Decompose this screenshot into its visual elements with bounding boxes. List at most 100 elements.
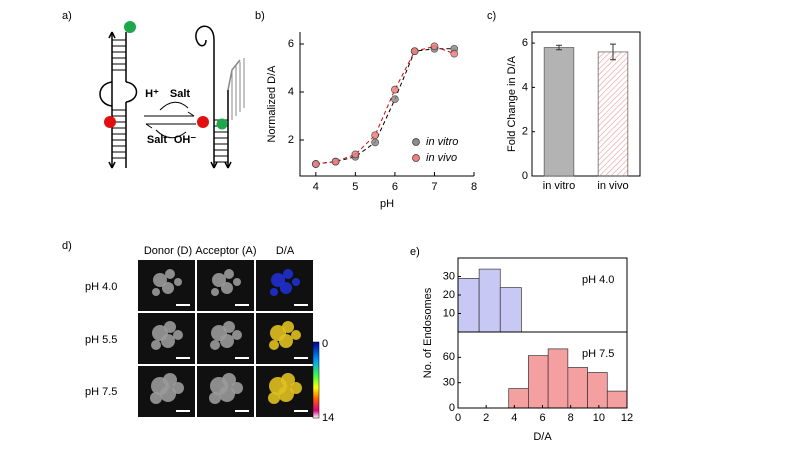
x-tick-label: in vitro [543,180,575,192]
colorbar-label: 14 [322,412,334,424]
endosome [162,282,174,294]
bar [597,51,629,177]
panel-label: c) [487,10,496,22]
legend-marker [412,138,420,146]
panel-label: a) [62,10,72,22]
error-bar [556,44,562,51]
panel-label: e) [410,246,420,258]
point [391,85,399,94]
dna-diagram [99,25,245,169]
endosome [221,282,233,294]
x-tick-label: 5 [352,181,358,193]
endosome [209,392,221,404]
y-tick-label: 2 [288,134,294,146]
fluorophore-acceptor [197,116,209,128]
endosome [152,288,160,296]
endosome [174,278,182,286]
endosome [268,392,280,404]
fluorophore-donor [124,21,136,33]
endosome [232,330,242,340]
diagram-label: OH⁻ [174,134,197,146]
point [430,42,439,51]
endosome [278,386,294,402]
endosome [212,273,226,287]
point [410,47,419,56]
x-tick-label: 2 [483,412,489,424]
diagram-label: Salt [147,134,168,146]
histogram-bar [457,278,480,333]
legend-label: in vitro [426,136,458,148]
endosome [291,330,301,340]
annotation: pH 7.5 [582,348,614,360]
x-tick-label: 0 [455,412,461,424]
y-tick-label: 20 [443,289,455,301]
micrographs [138,260,313,417]
histogram-bar [587,372,608,409]
y-tick-label: 2 [522,126,528,138]
endosome [219,386,235,402]
endosome [150,392,162,404]
y-tick-label: 6 [522,37,528,49]
legend-label: in vivo [426,152,457,164]
x-tick-label: 10 [593,412,605,424]
x-tick-label: 4 [313,181,319,193]
endosome [160,386,176,402]
point [450,49,459,58]
x-axis-label: D/A [533,431,552,443]
endosome [223,321,235,333]
endosome [290,382,302,394]
annotation: pH 4.0 [582,274,614,286]
endosome [280,282,292,294]
fluorophore-donor [216,118,228,130]
panel-label: b) [255,10,265,22]
y-tick-label: 0 [449,402,455,414]
x-tick-label: 7 [431,181,437,193]
histogram-bar [499,287,522,333]
y-tick-label: 60 [443,351,455,363]
endosome [281,373,295,387]
endosome [172,382,184,394]
x-tick-label: 6 [392,181,398,193]
y-tick-label: 4 [288,86,294,98]
y-axis-label: Fold Change in D/A [506,55,518,152]
endosome [222,373,236,387]
panel-label: d) [62,240,72,252]
x-tick-label: in vivo [597,180,628,192]
image-column: D/A [276,245,295,257]
endosome [173,330,183,340]
colorbar [312,341,320,419]
y-tick-label: 30 [443,377,455,389]
point [331,157,340,166]
x-axis-label: pH [380,198,394,210]
axis [299,32,474,177]
image-row: pH 5.5 [85,334,117,346]
endosome [163,373,177,387]
legend-marker [412,154,420,162]
y-tick-label: 6 [288,38,294,50]
endosome [292,278,300,286]
histogram-bar [606,390,628,409]
histogram-bar [508,388,529,409]
endosome [224,269,234,279]
image-column: Donor (D) [144,245,192,257]
endosome [233,278,241,286]
point [351,150,360,159]
error-bar [610,43,616,61]
endosome [283,269,293,279]
endosome [165,269,175,279]
y-tick-label: 4 [522,81,528,93]
x-tick-label: 8 [568,412,574,424]
endosome [211,288,219,296]
x-tick-label: 8 [471,181,477,193]
x-tick-label: 12 [621,412,633,424]
y-axis-label: No. of Endosomes [422,287,434,378]
plot-frame [531,31,641,177]
colorbar-label: 0 [322,338,328,350]
y-tick-label: 0 [522,170,528,182]
diagram-label: Salt [170,88,191,100]
histogram-bar [567,367,588,409]
point [311,160,320,168]
y-axis-label: Normalized D/A [266,65,278,143]
endosome [164,321,176,333]
